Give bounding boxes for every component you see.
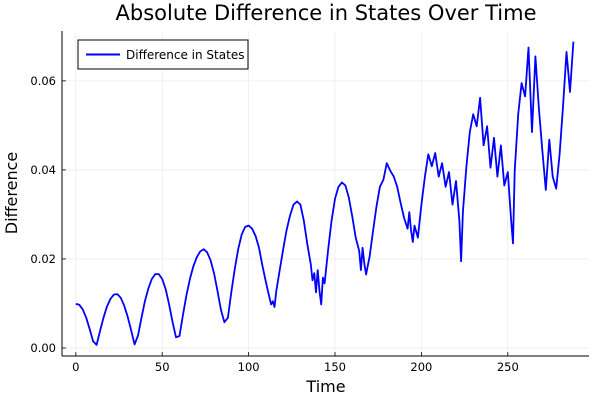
y-tick-label: 0.02 [30,252,56,266]
plot-area [75,41,575,346]
y-tick-label: 0.04 [30,163,56,177]
legend: Difference in States [77,39,249,70]
y-tick-label: 0.00 [30,341,56,355]
axes [61,31,589,357]
x-tick-label: 250 [497,360,519,374]
x-tick-label: 50 [155,360,170,374]
x-tick-label: 200 [410,360,432,374]
legend-entry: Difference in States [126,48,244,62]
x-tick-label: 0 [72,360,79,374]
chart-title: Absolute Difference in States Over Time [116,1,537,25]
y-axis-label: Difference [2,152,21,234]
y-tick-label: 0.06 [30,74,56,88]
tick-labels: 0 50 100 150 200 250 0.00 0.02 0.04 0.06 [30,74,518,374]
x-tick-label: 150 [324,360,346,374]
grid [62,31,589,356]
series-line-difference-in-states [75,41,575,346]
x-tick-label: 100 [238,360,260,374]
x-axis-label: Time [305,377,345,396]
